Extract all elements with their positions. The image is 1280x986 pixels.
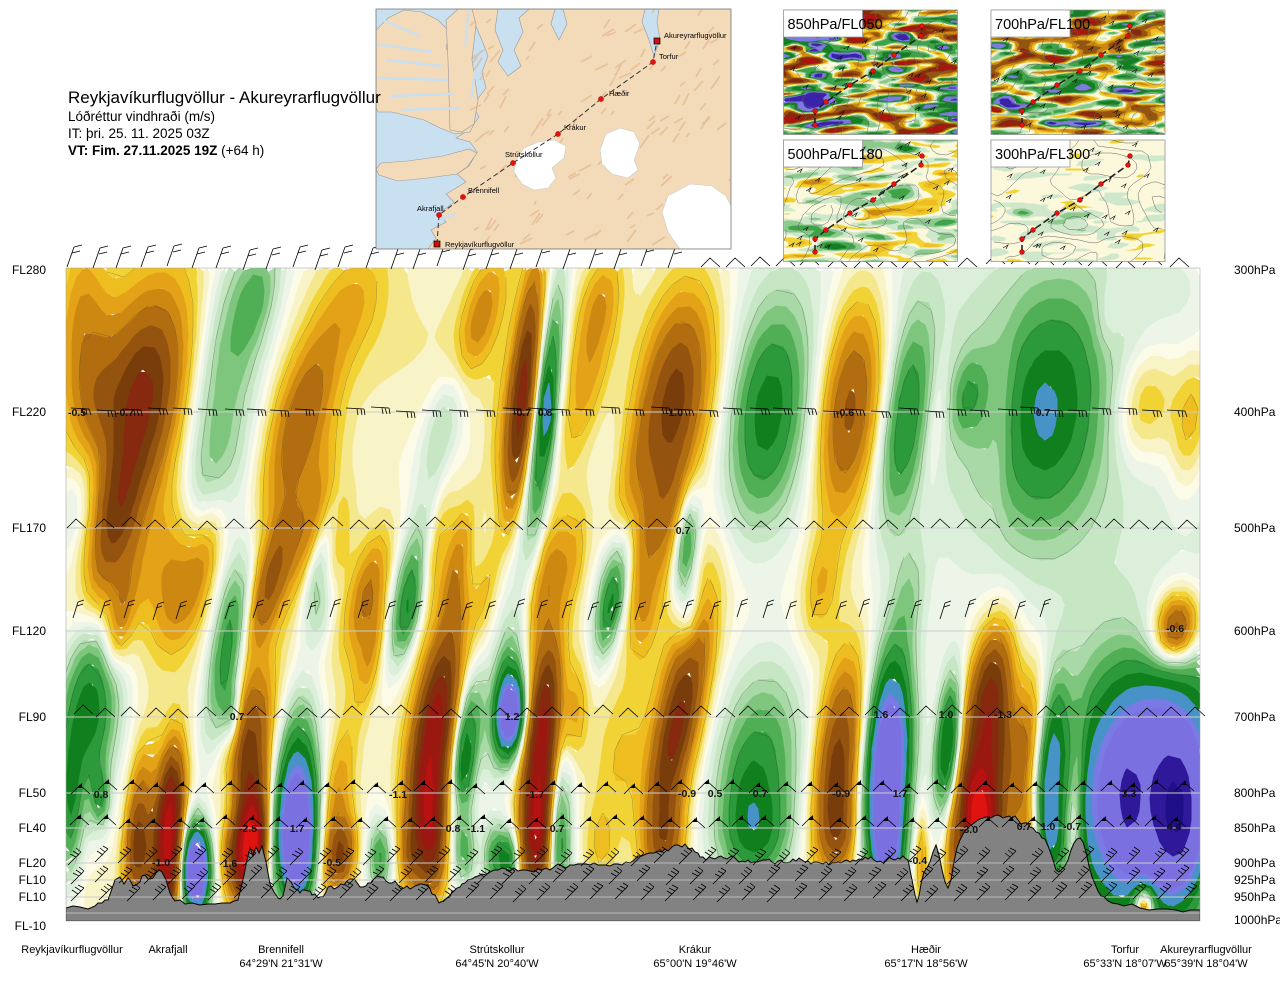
svg-text:Torfur: Torfur xyxy=(659,52,679,61)
svg-text:Krákur: Krákur xyxy=(679,944,712,956)
svg-text:0.8: 0.8 xyxy=(446,823,461,835)
svg-text:925hPa: 925hPa xyxy=(1234,873,1276,887)
svg-text:0.7: 0.7 xyxy=(230,711,245,723)
svg-text:1.2: 1.2 xyxy=(505,711,520,723)
svg-text:1.7: 1.7 xyxy=(290,823,305,835)
svg-text:Akrafjall: Akrafjall xyxy=(148,944,187,956)
svg-text:500hPa/FL180: 500hPa/FL180 xyxy=(788,147,883,163)
svg-text:-0.9: -0.9 xyxy=(678,788,696,800)
svg-text:Krákur: Krákur xyxy=(564,123,587,132)
svg-text:300hPa: 300hPa xyxy=(1234,263,1276,277)
svg-text:400hPa: 400hPa xyxy=(1234,405,1276,419)
svg-text:FL-10: FL-10 xyxy=(15,919,47,933)
svg-text:-2.5: -2.5 xyxy=(239,823,257,835)
svg-text:FL220: FL220 xyxy=(12,405,46,419)
svg-text:300hPa/FL300: 300hPa/FL300 xyxy=(995,147,1090,163)
svg-text:950hPa: 950hPa xyxy=(1234,890,1276,904)
svg-text:800hPa: 800hPa xyxy=(1234,786,1276,800)
svg-text:Brennifell: Brennifell xyxy=(468,186,500,195)
svg-text:-1.7: -1.7 xyxy=(526,789,544,801)
svg-text:Brennifell: Brennifell xyxy=(258,944,304,956)
svg-text:Strútskollur: Strútskollur xyxy=(505,150,543,159)
svg-text:0.7: 0.7 xyxy=(550,823,565,835)
svg-text:-3.0: -3.0 xyxy=(960,824,978,836)
svg-text:65°39'N 18°04'W: 65°39'N 18°04'W xyxy=(1164,958,1248,970)
svg-text:1.7: 1.7 xyxy=(893,788,908,800)
svg-text:Hæðir: Hæðir xyxy=(609,89,630,98)
svg-text:-0.5: -0.5 xyxy=(323,857,341,869)
svg-text:65°00'N 19°46'W: 65°00'N 19°46'W xyxy=(653,958,737,970)
svg-text:-1.1: -1.1 xyxy=(467,823,485,835)
svg-text:FL10: FL10 xyxy=(19,890,47,904)
svg-text:-0.7: -0.7 xyxy=(513,407,531,419)
svg-text:FL20: FL20 xyxy=(19,856,47,870)
svg-text:1000hPa: 1000hPa xyxy=(1234,913,1280,927)
svg-text:64°45'N 20°40'W: 64°45'N 20°40'W xyxy=(455,958,539,970)
svg-text:-0.9: -0.9 xyxy=(832,788,850,800)
svg-text:600hPa: 600hPa xyxy=(1234,624,1276,638)
svg-text:Lóðréttur vindhraði (m/s): Lóðréttur vindhraði (m/s) xyxy=(68,109,215,124)
svg-text:-1.0: -1.0 xyxy=(152,857,170,869)
svg-text:-1.3: -1.3 xyxy=(994,709,1012,721)
svg-text:850hPa: 850hPa xyxy=(1234,821,1276,835)
svg-text:Akureyrarflugvöllur: Akureyrarflugvöllur xyxy=(1160,944,1252,956)
svg-text:-0.5: -0.5 xyxy=(68,407,86,419)
svg-text:-0.6: -0.6 xyxy=(1166,623,1184,635)
svg-text:FL120: FL120 xyxy=(12,624,46,638)
svg-text:-0.6: -0.6 xyxy=(836,407,854,419)
svg-text:1.0: 1.0 xyxy=(939,709,954,721)
svg-text:-0.7: -0.7 xyxy=(1063,821,1081,833)
svg-text:Akureyrarflugvöllur: Akureyrarflugvöllur xyxy=(664,31,727,40)
svg-text:-1.1: -1.1 xyxy=(389,789,407,801)
svg-text:Reykjavíkurflugvöllur: Reykjavíkurflugvöllur xyxy=(21,944,123,956)
svg-text:3.3: 3.3 xyxy=(1122,788,1137,800)
svg-text:VT: Fim. 27.11.2025 19Z (+64 h: VT: Fim. 27.11.2025 19Z (+64 h) xyxy=(68,143,264,158)
svg-text:FL10: FL10 xyxy=(19,873,47,887)
svg-text:0.7: 0.7 xyxy=(676,525,691,537)
svg-text:1.6: 1.6 xyxy=(223,858,238,870)
svg-text:IT: þri. 25. 11. 2025 03Z: IT: þri. 25. 11. 2025 03Z xyxy=(68,126,210,141)
svg-text:Reykjavíkurflugvöllur - Akurey: Reykjavíkurflugvöllur - Akureyrarflugvöl… xyxy=(68,88,381,107)
svg-text:FL90: FL90 xyxy=(19,710,47,724)
svg-text:Torfur: Torfur xyxy=(1111,944,1139,956)
svg-text:65°17'N 18°56'W: 65°17'N 18°56'W xyxy=(884,958,968,970)
svg-text:700hPa/FL100: 700hPa/FL100 xyxy=(995,17,1090,33)
svg-text:0.8: 0.8 xyxy=(538,407,553,419)
svg-text:FL170: FL170 xyxy=(12,521,46,535)
svg-text:-1.0: -1.0 xyxy=(665,407,683,419)
svg-text:Reykjavíkurflugvöllur: Reykjavíkurflugvöllur xyxy=(445,240,515,249)
svg-text:0.5: 0.5 xyxy=(708,788,723,800)
svg-text:0.7: 0.7 xyxy=(1017,821,1032,833)
svg-text:4.4: 4.4 xyxy=(1167,821,1182,833)
svg-text:700hPa: 700hPa xyxy=(1234,710,1276,724)
svg-text:0.7: 0.7 xyxy=(1036,407,1051,419)
svg-text:FL280: FL280 xyxy=(12,263,46,277)
svg-text:500hPa: 500hPa xyxy=(1234,521,1276,535)
svg-text:1.0: 1.0 xyxy=(1041,821,1056,833)
svg-text:0.7: 0.7 xyxy=(753,788,768,800)
svg-text:-0.7: -0.7 xyxy=(116,407,134,419)
svg-text:0.8: 0.8 xyxy=(94,789,109,801)
svg-text:FL40: FL40 xyxy=(19,821,47,835)
svg-text:-0.4: -0.4 xyxy=(909,855,927,867)
svg-text:64°29'N 21°31'W: 64°29'N 21°31'W xyxy=(239,958,323,970)
svg-text:FL50: FL50 xyxy=(19,786,47,800)
svg-text:65°33'N 18°07'W: 65°33'N 18°07'W xyxy=(1083,958,1167,970)
svg-text:Akrafjall: Akrafjall xyxy=(417,204,444,213)
svg-text:Strútskollur: Strútskollur xyxy=(469,944,524,956)
svg-text:1.6: 1.6 xyxy=(874,709,889,721)
svg-text:850hPa/FL050: 850hPa/FL050 xyxy=(788,17,883,33)
svg-text:Hæðir: Hæðir xyxy=(911,944,941,956)
svg-text:900hPa: 900hPa xyxy=(1234,856,1276,870)
